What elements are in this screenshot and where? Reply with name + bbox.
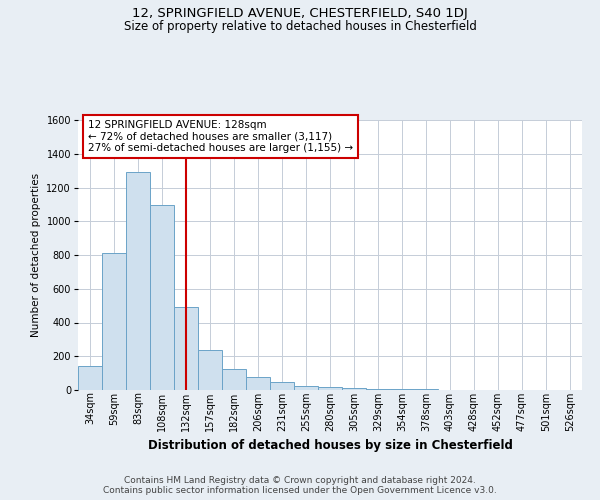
- Bar: [102, 254, 126, 390]
- Text: 12, SPRINGFIELD AVENUE, CHESTERFIELD, S40 1DJ: 12, SPRINGFIELD AVENUE, CHESTERFIELD, S4…: [132, 8, 468, 20]
- Bar: [342, 388, 366, 390]
- Bar: [198, 350, 222, 390]
- Bar: [126, 172, 150, 390]
- Bar: [294, 386, 318, 390]
- Bar: [150, 205, 174, 390]
- Bar: [390, 389, 414, 390]
- Bar: [318, 387, 342, 390]
- Text: Size of property relative to detached houses in Chesterfield: Size of property relative to detached ho…: [124, 20, 476, 33]
- Bar: [246, 378, 270, 390]
- Text: 12 SPRINGFIELD AVENUE: 128sqm
← 72% of detached houses are smaller (3,117)
27% o: 12 SPRINGFIELD AVENUE: 128sqm ← 72% of d…: [88, 120, 353, 153]
- Text: Contains public sector information licensed under the Open Government Licence v3: Contains public sector information licen…: [103, 486, 497, 495]
- Bar: [270, 382, 294, 390]
- Bar: [78, 366, 102, 390]
- Text: Contains HM Land Registry data © Crown copyright and database right 2024.: Contains HM Land Registry data © Crown c…: [124, 476, 476, 485]
- Bar: [222, 369, 246, 390]
- Y-axis label: Number of detached properties: Number of detached properties: [31, 173, 41, 337]
- Bar: [366, 388, 390, 390]
- X-axis label: Distribution of detached houses by size in Chesterfield: Distribution of detached houses by size …: [148, 439, 512, 452]
- Bar: [174, 308, 198, 390]
